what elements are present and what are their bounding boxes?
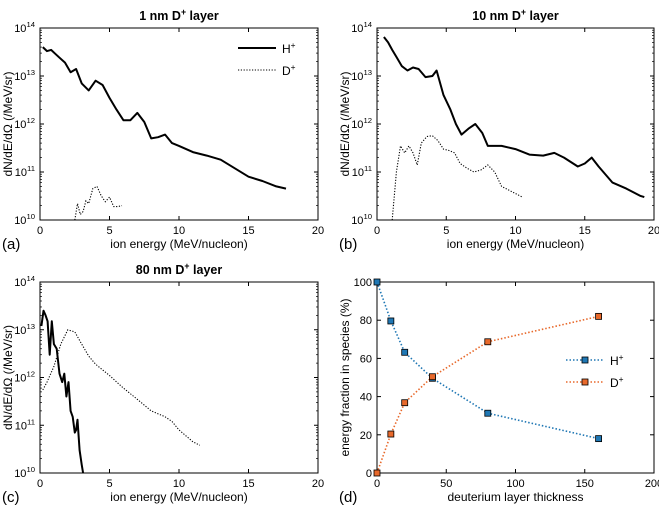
x-tick-label: 0: [37, 225, 43, 237]
series-line-h-plus: [42, 46, 287, 190]
chart-panel-2: 0 5 10 15 20 1010 1011 1012 1013 1014 10 nm D+ lay…: [338, 7, 659, 253]
y-tick-label: 1014: [14, 20, 36, 35]
panel-label: (c): [2, 489, 20, 506]
data-marker: [484, 338, 492, 346]
chart-title: 80 nm D+ layer: [136, 261, 223, 277]
series-line-d-plus: [42, 329, 201, 446]
y-tick-label: 1013: [14, 68, 35, 83]
x-tick-label: 5: [106, 225, 112, 237]
x-tick-label: 0: [374, 225, 380, 237]
series-line-d-plus: [74, 185, 123, 220]
x-tick-label: 20: [312, 478, 324, 490]
x-axis-label: ion energy (MeV/nucleon): [110, 237, 247, 251]
y-tick-label: 100: [354, 277, 372, 289]
y-tick-label: 80: [360, 315, 372, 327]
y-tick-label: 1010: [14, 465, 35, 480]
y-tick-label: 1014: [14, 274, 36, 289]
data-marker: [401, 348, 409, 356]
chart-title: 1 nm D+ layer: [139, 7, 219, 23]
series-line-h-plus: [40, 309, 85, 473]
x-tick-label: 150: [576, 478, 594, 490]
y-axis-label: energy fraction in species (%): [338, 298, 352, 456]
x-axis-label: ion energy (MeV/nucleon): [110, 490, 247, 504]
y-axis-label: dN/dE/dΩ (/MeV/sr): [1, 325, 15, 430]
y-tick-label: 1012: [14, 116, 35, 131]
legend-label: D+: [610, 374, 624, 390]
data-marker: [595, 312, 602, 320]
legend-label: H+: [610, 352, 624, 368]
y-tick-label: 1010: [14, 212, 35, 227]
chart-panel-4: 050100150200020406080100deuterium layer …: [338, 277, 659, 506]
x-tick-label: 20: [312, 225, 324, 237]
x-tick-label: 0: [374, 478, 380, 490]
y-tick-label: 60: [360, 353, 372, 365]
y-tick-label: 1012: [351, 116, 372, 131]
y-tick-label: 0: [366, 468, 372, 480]
axes-box: [39, 281, 319, 474]
data-marker: [428, 373, 436, 381]
x-tick-label: 20: [648, 225, 659, 237]
chart-title: 10 nm D+ layer: [472, 7, 559, 23]
x-tick-label: 5: [443, 225, 449, 237]
y-axis-label: dN/dE/dΩ (/MeV/sr): [338, 72, 352, 177]
panel-label: (d): [339, 489, 357, 506]
y-tick-label: 1013: [14, 322, 35, 337]
axes-box: [376, 27, 655, 221]
y-tick-label: 1012: [14, 370, 35, 385]
data-marker: [373, 469, 381, 477]
y-tick-label: 1011: [15, 417, 35, 432]
y-tick-label: 1010: [351, 212, 372, 227]
series-line-d-plus: [377, 315, 599, 473]
x-axis-label: deuterium layer thickness: [447, 490, 583, 504]
legend-label: D+: [282, 62, 296, 78]
y-tick-label: 20: [360, 430, 372, 442]
axes-box: [39, 27, 319, 221]
data-marker: [595, 435, 602, 443]
data-marker: [484, 409, 492, 417]
y-axis-label: dN/dE/dΩ (/MeV/sr): [1, 72, 15, 177]
y-tick-label: 40: [360, 392, 372, 404]
x-tick-label: 100: [506, 478, 524, 490]
panel-label: (b): [339, 236, 357, 253]
y-tick-label: 1013: [351, 68, 372, 83]
series-line-h-plus: [377, 282, 599, 440]
x-tick-label: 5: [106, 478, 112, 490]
x-tick-label: 50: [440, 478, 452, 490]
x-tick-label: 0: [37, 478, 43, 490]
series-line-h-plus: [383, 36, 645, 199]
data-marker: [387, 317, 395, 325]
legend-label: H+: [282, 40, 296, 56]
data-marker: [387, 430, 395, 438]
y-tick-label: 1011: [352, 164, 372, 179]
x-tick-label: 10: [173, 478, 185, 490]
legend-marker: [581, 378, 589, 386]
x-tick-label: 10: [173, 225, 185, 237]
legend-marker: [581, 356, 589, 364]
x-tick-label: 15: [242, 478, 254, 490]
x-axis-label: ion energy (MeV/nucleon): [447, 237, 584, 251]
chart-panel-3: 0 5 10 15 20 1010 1011 1012 1013 1014 80 nm D+ lay…: [1, 261, 324, 506]
x-tick-label: 15: [579, 225, 591, 237]
data-marker: [373, 278, 381, 286]
data-marker: [401, 399, 409, 407]
x-tick-label: 200: [645, 478, 659, 490]
chart-panel-1: 0 5 10 15 20 1010 1011 1012 1013 1014 1 nm D+ laye…: [1, 7, 324, 253]
x-tick-label: 10: [509, 225, 521, 237]
y-tick-label: 1011: [15, 164, 35, 179]
series-line-d-plus: [391, 135, 523, 220]
panel-label: (a): [2, 236, 20, 253]
y-tick-label: 1014: [351, 20, 373, 35]
x-tick-label: 15: [242, 225, 254, 237]
